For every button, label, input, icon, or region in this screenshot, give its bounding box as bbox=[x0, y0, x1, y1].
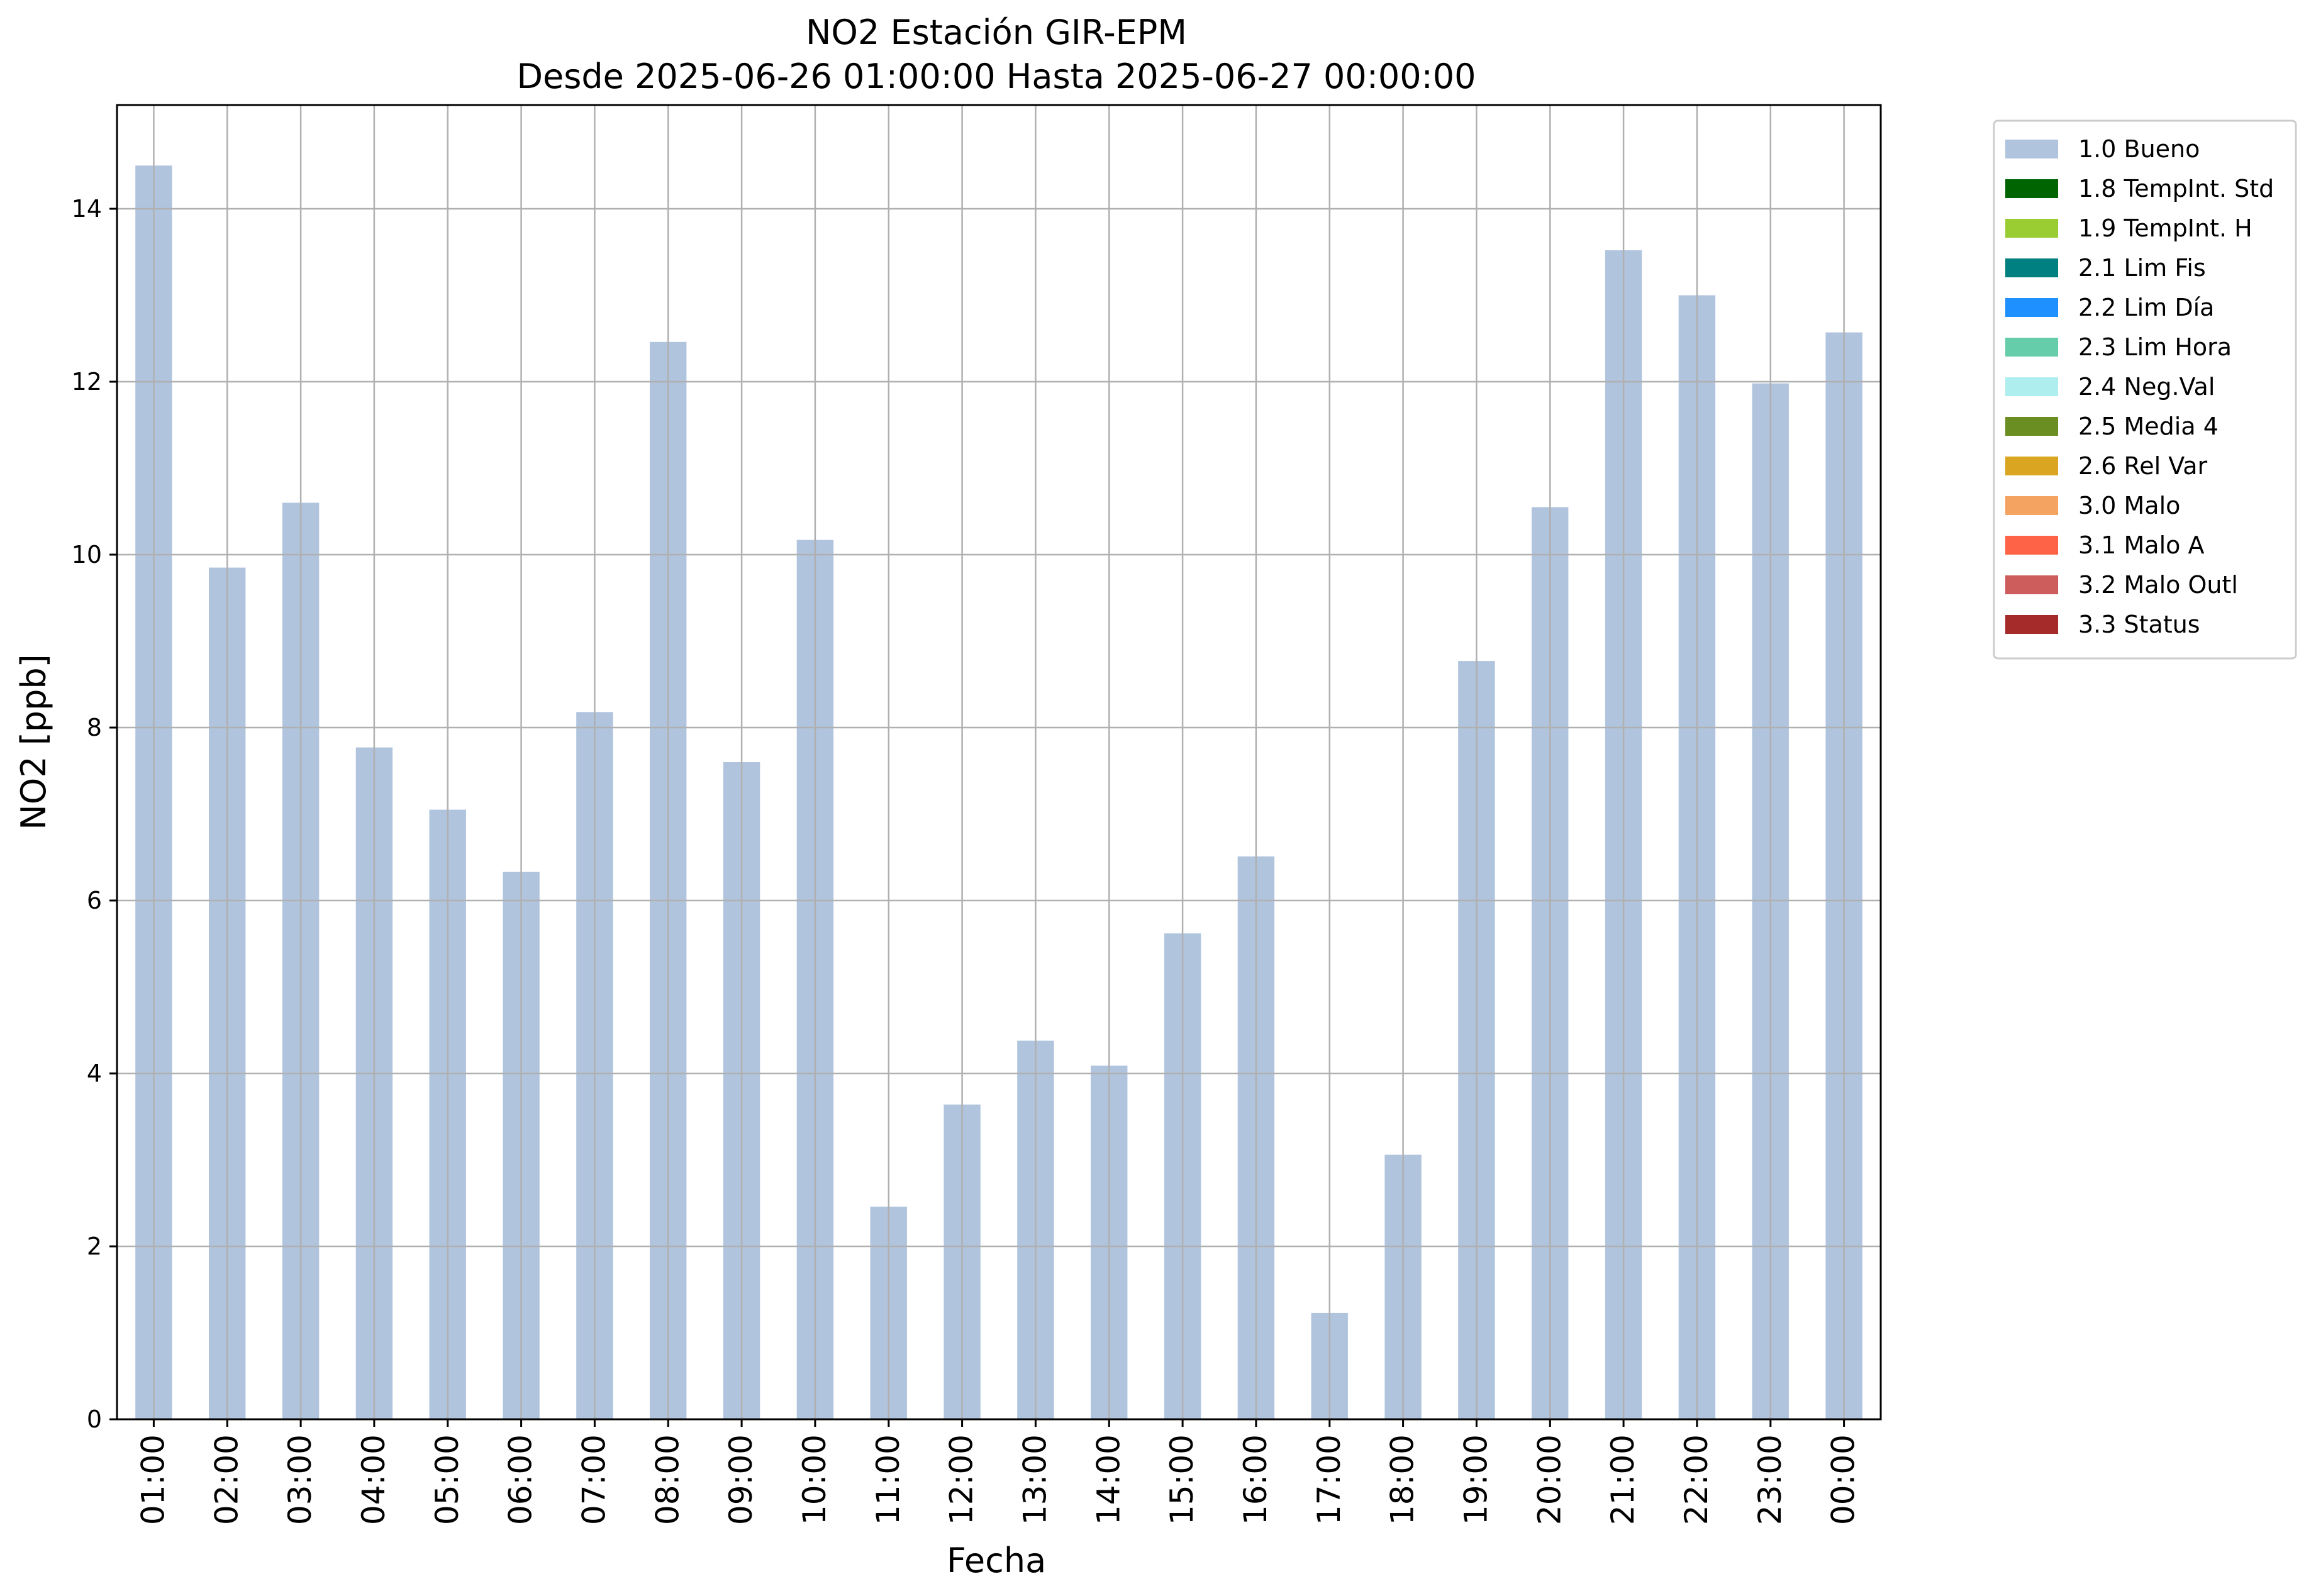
x-tick-label: 16:00 bbox=[1237, 1434, 1274, 1525]
legend-swatch bbox=[2005, 536, 2058, 555]
y-tick-label: 0 bbox=[87, 1405, 102, 1433]
legend-label: 2.4 Neg.Val bbox=[2078, 373, 2215, 401]
legend: 1.0 Bueno 1.8 TempInt. Std 1.9 TempInt. H 2… bbox=[1993, 119, 2297, 660]
x-tick-label: 07:00 bbox=[576, 1434, 612, 1525]
y-tick-label: 10 bbox=[72, 541, 102, 568]
x-tick-label: 05:00 bbox=[429, 1434, 465, 1525]
y-tick-label: 6 bbox=[87, 887, 102, 914]
x-tick-label: 00:00 bbox=[1825, 1434, 1862, 1525]
legend-label: 1.0 Bueno bbox=[2078, 135, 2200, 163]
x-tick-label: 09:00 bbox=[723, 1434, 759, 1525]
x-tick-label: 01:00 bbox=[135, 1434, 171, 1525]
x-tick-label: 03:00 bbox=[282, 1434, 318, 1525]
legend-swatch bbox=[2005, 298, 2058, 317]
x-tick-label: 02:00 bbox=[208, 1434, 245, 1525]
x-tick-label: 18:00 bbox=[1384, 1434, 1421, 1525]
x-tick-label: 20:00 bbox=[1531, 1434, 1567, 1525]
x-tick-label: 22:00 bbox=[1678, 1434, 1715, 1525]
x-tick-label: 15:00 bbox=[1164, 1434, 1200, 1525]
legend-label: 3.3 Status bbox=[2078, 611, 2200, 638]
legend-swatch bbox=[2005, 615, 2058, 634]
x-tick-label: 17:00 bbox=[1311, 1434, 1347, 1525]
legend-label: 2.2 Lim Día bbox=[2078, 294, 2214, 321]
legend-swatch bbox=[2005, 417, 2058, 436]
legend-swatch bbox=[2005, 575, 2058, 594]
x-tick-label: 23:00 bbox=[1752, 1434, 1788, 1525]
legend-label: 2.3 Lim Hora bbox=[2078, 333, 2232, 361]
legend-swatch bbox=[2005, 338, 2058, 357]
x-tick-label: 13:00 bbox=[1016, 1434, 1053, 1525]
legend-swatch bbox=[2005, 496, 2058, 515]
legend-swatch bbox=[2005, 179, 2058, 198]
legend-label: 2.6 Rel Var bbox=[2078, 452, 2208, 480]
legend-swatch bbox=[2005, 377, 2058, 396]
chart-title: NO2 Estación GIR-EPM bbox=[806, 13, 1187, 52]
legend-label: 1.9 TempInt. H bbox=[2078, 214, 2252, 242]
legend-label: 3.0 Malo bbox=[2078, 492, 2180, 519]
legend-swatch bbox=[2005, 219, 2058, 238]
legend-label: 2.1 Lim Fis bbox=[2078, 254, 2206, 282]
x-tick-label: 12:00 bbox=[944, 1434, 980, 1525]
legend-label: 3.2 Malo Outl bbox=[2078, 571, 2238, 599]
y-tick-label: 4 bbox=[87, 1060, 102, 1087]
x-tick-label: 14:00 bbox=[1090, 1434, 1127, 1525]
legend-swatch bbox=[2005, 258, 2058, 277]
x-tick-label: 10:00 bbox=[796, 1434, 833, 1525]
x-tick-label: 19:00 bbox=[1457, 1434, 1494, 1525]
x-axis-label: Fecha bbox=[947, 1541, 1046, 1580]
y-tick-label: 2 bbox=[87, 1233, 102, 1260]
x-tick-label: 06:00 bbox=[503, 1434, 539, 1525]
y-tick-label: 14 bbox=[72, 195, 102, 223]
legend-swatch bbox=[2005, 457, 2058, 475]
y-tick-label: 12 bbox=[72, 368, 102, 396]
x-tick-label: 11:00 bbox=[870, 1434, 906, 1525]
x-tick-label: 21:00 bbox=[1605, 1434, 1641, 1525]
legend-box bbox=[1993, 119, 2297, 660]
legend-label: 2.5 Media 4 bbox=[2078, 413, 2219, 440]
x-tick-label: 08:00 bbox=[649, 1434, 686, 1525]
y-tick-label: 8 bbox=[87, 714, 102, 741]
legend-swatch bbox=[2005, 140, 2058, 158]
plot-frame bbox=[116, 104, 1882, 1421]
legend-label: 3.1 Malo A bbox=[2078, 531, 2204, 559]
chart-subtitle: Desde 2025-06-26 01:00:00 Hasta 2025-06-… bbox=[516, 57, 1476, 96]
plot-area: 0 2 4 6 8 10 12 14 01:00 02:00 03:00 04:00 05:00 06:0… bbox=[72, 104, 1882, 1525]
x-tick-label: 04:00 bbox=[355, 1434, 392, 1525]
legend-label: 1.8 TempInt. Std bbox=[2078, 175, 2274, 202]
y-axis-label: NO2 [ppb] bbox=[14, 654, 53, 829]
